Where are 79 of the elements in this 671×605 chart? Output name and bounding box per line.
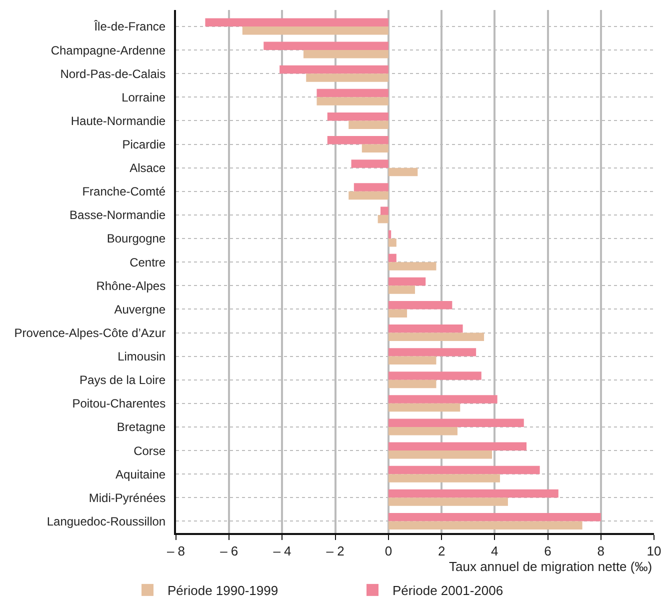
y-tick-label: Provence-Alpes-Côte d’Azur xyxy=(14,326,166,340)
y-tick-label: Haute-Normandie xyxy=(70,114,166,128)
y-tick-label: Limousin xyxy=(118,350,166,364)
x-tick-label: 8 xyxy=(597,544,605,559)
y-tick-label: Rhône-Alpes xyxy=(96,278,166,293)
y-tick-label: Nord-Pas-de-Calais xyxy=(60,66,166,81)
y-tick-label: Basse-Normandie xyxy=(70,208,166,222)
bar xyxy=(388,286,415,294)
bar xyxy=(264,42,388,50)
x-tick-label: 4 xyxy=(491,544,498,559)
y-tick-label: Bretagne xyxy=(116,420,166,434)
bar xyxy=(388,450,492,459)
bar xyxy=(303,50,388,58)
y-tick-label: Auvergne xyxy=(114,302,166,316)
bar xyxy=(280,65,388,74)
bar xyxy=(388,489,558,498)
bar xyxy=(388,324,463,333)
bar xyxy=(351,160,388,168)
bar xyxy=(388,466,540,474)
x-tick-label: 2 xyxy=(438,544,446,559)
bar xyxy=(388,418,524,427)
bar xyxy=(388,348,476,356)
bar xyxy=(380,206,388,215)
y-tick-label: Centre xyxy=(130,255,166,270)
bar xyxy=(362,144,388,153)
bar xyxy=(388,262,436,270)
y-tick-label: Pays de la Loire xyxy=(80,373,166,388)
bar xyxy=(388,230,392,239)
x-tick-label: – 4 xyxy=(273,544,292,559)
y-tick-label: Lorraine xyxy=(122,90,166,104)
y-tick-label: Languedoc-Roussillon xyxy=(46,514,166,528)
bar xyxy=(388,356,436,365)
bar xyxy=(354,183,388,192)
x-tick-label: 10 xyxy=(646,544,662,559)
x-axis-title: Taux annuel de migration nette (‰) xyxy=(449,559,652,574)
legend-label: Période 2001-2006 xyxy=(392,583,504,598)
legend-label: Période 1990-1999 xyxy=(167,583,278,598)
bar xyxy=(205,18,388,26)
bar xyxy=(388,498,508,506)
y-tick-label: Bourgogne xyxy=(106,232,166,246)
bar xyxy=(348,191,388,200)
y-tick-label: Corse xyxy=(134,444,166,458)
x-tick-label: 6 xyxy=(544,544,552,559)
bar xyxy=(316,97,388,106)
bar xyxy=(388,372,482,380)
bar xyxy=(388,442,527,451)
bar xyxy=(348,120,388,129)
bar xyxy=(388,426,458,436)
bar xyxy=(388,332,484,341)
y-tick-label: Poitou-Charentes xyxy=(72,396,166,411)
bar xyxy=(388,309,408,318)
y-tick-label: Île-de-France xyxy=(93,20,166,34)
bar xyxy=(327,112,388,121)
bar xyxy=(388,521,582,530)
bar xyxy=(388,168,418,176)
bar xyxy=(388,238,396,247)
bar xyxy=(378,214,388,224)
bar xyxy=(388,512,601,522)
y-tick-label: Franche-Comté xyxy=(82,184,166,199)
bar xyxy=(242,26,388,35)
bar xyxy=(388,254,396,262)
bar xyxy=(327,136,388,144)
y-tick-label: Alsace xyxy=(130,161,166,176)
y-tick-label: Midi-Pyrénées xyxy=(88,490,166,505)
bar xyxy=(388,380,436,388)
bar xyxy=(388,474,500,482)
bar xyxy=(306,74,388,82)
x-tick-label: – 8 xyxy=(166,544,186,559)
y-tick-label: Champagne-Ardenne xyxy=(50,43,166,58)
bar xyxy=(316,88,388,98)
bar xyxy=(388,300,452,310)
bar xyxy=(388,403,460,412)
y-tick-label: Aquitaine xyxy=(116,467,166,482)
x-tick-label: – 6 xyxy=(220,544,238,559)
x-tick-label: – 2 xyxy=(326,544,344,559)
bar xyxy=(388,395,498,404)
y-tick-label: Picardie xyxy=(122,137,166,152)
bar xyxy=(388,277,426,286)
x-tick-label: 0 xyxy=(384,544,392,559)
